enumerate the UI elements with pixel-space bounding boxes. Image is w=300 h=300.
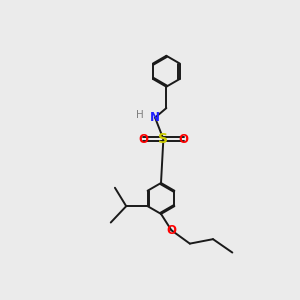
- Text: S: S: [158, 132, 168, 146]
- Text: N: N: [150, 111, 160, 124]
- Text: O: O: [178, 133, 189, 146]
- Text: H: H: [136, 110, 143, 120]
- Text: O: O: [138, 133, 148, 146]
- Text: O: O: [167, 224, 176, 237]
